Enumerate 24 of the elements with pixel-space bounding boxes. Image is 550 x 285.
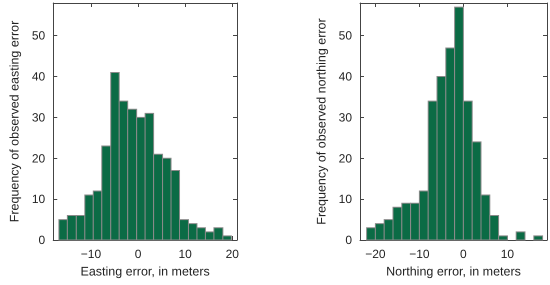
x-axis-title: Easting error, in meters bbox=[80, 264, 210, 278]
y-axis-title: Frequency of observed easting error bbox=[8, 20, 22, 222]
y-tick-label: 20 bbox=[32, 151, 46, 166]
y-tick-label: 0 bbox=[345, 233, 352, 247]
x-tick-label: 10 bbox=[500, 247, 514, 261]
x-tick-label: 10 bbox=[178, 247, 192, 261]
y-tick-label: 40 bbox=[32, 70, 46, 84]
y-tick-label: 0 bbox=[38, 233, 46, 247]
y-tick-label: 30 bbox=[338, 110, 352, 124]
x-tick-label: 0 bbox=[134, 247, 142, 261]
y-tick-label: 40 bbox=[338, 70, 352, 84]
y-tick-label: 50 bbox=[338, 28, 352, 43]
y-tick-label: 10 bbox=[338, 192, 352, 206]
y-tick-label: 10 bbox=[32, 192, 46, 206]
x-axis-title: Northing error, in meters bbox=[386, 264, 521, 278]
x-tick-label: 0 bbox=[460, 247, 468, 261]
y-tick-label: 50 bbox=[32, 28, 46, 43]
y-tick-label: 20 bbox=[338, 151, 352, 166]
y-axis-title: Frequency of observed northing error bbox=[314, 18, 328, 225]
x-tick-label: −20 bbox=[365, 247, 386, 261]
x-tick-label: −10 bbox=[409, 247, 430, 261]
x-tick-label: 20 bbox=[226, 247, 240, 261]
y-tick-label: 30 bbox=[32, 110, 46, 124]
x-tick-label: −10 bbox=[80, 247, 102, 261]
